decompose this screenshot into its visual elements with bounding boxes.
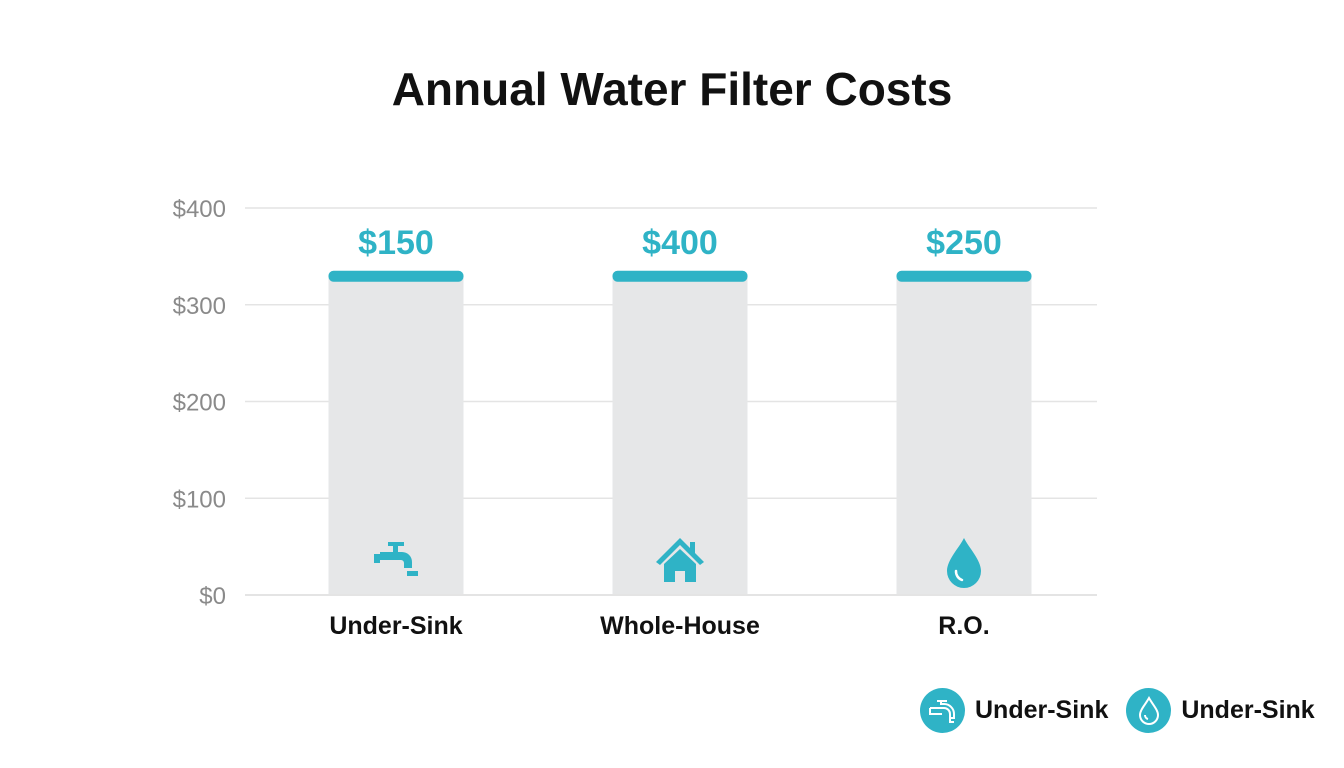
y-tick-label: $200 — [173, 390, 226, 417]
water-drop-icon — [947, 538, 981, 588]
bar — [328, 275, 464, 595]
bar-cap — [896, 270, 1032, 282]
water-drop-icon — [1126, 688, 1172, 733]
bar — [612, 275, 748, 595]
data-label: $250 — [926, 224, 1002, 262]
data-label: $400 — [642, 224, 718, 262]
faucet-icon — [374, 542, 418, 576]
faucet-icon — [920, 688, 965, 733]
y-tick-label: $0 — [199, 583, 226, 610]
legend: Under-Sink Under-Sink — [920, 688, 1315, 733]
legend-item: Under-Sink — [920, 688, 1108, 733]
legend-item: Under-Sink — [1126, 688, 1315, 733]
bar-cap — [328, 270, 464, 282]
chart-title: Annual Water Filter Costs — [391, 63, 953, 115]
house-icon — [656, 538, 704, 582]
x-tick-label: Under-Sink — [329, 612, 462, 640]
x-tick-label: R.O. — [938, 612, 989, 640]
legend-label: Under-Sink — [975, 696, 1109, 724]
bar-cap — [612, 270, 748, 282]
y-tick-label: $400 — [173, 196, 226, 223]
legend-label: Under-Sink — [1181, 696, 1315, 724]
y-tick-label: $100 — [173, 486, 226, 513]
x-tick-label: Whole-House — [600, 612, 760, 640]
data-label: $150 — [358, 224, 434, 262]
y-tick-label: $300 — [173, 293, 226, 320]
